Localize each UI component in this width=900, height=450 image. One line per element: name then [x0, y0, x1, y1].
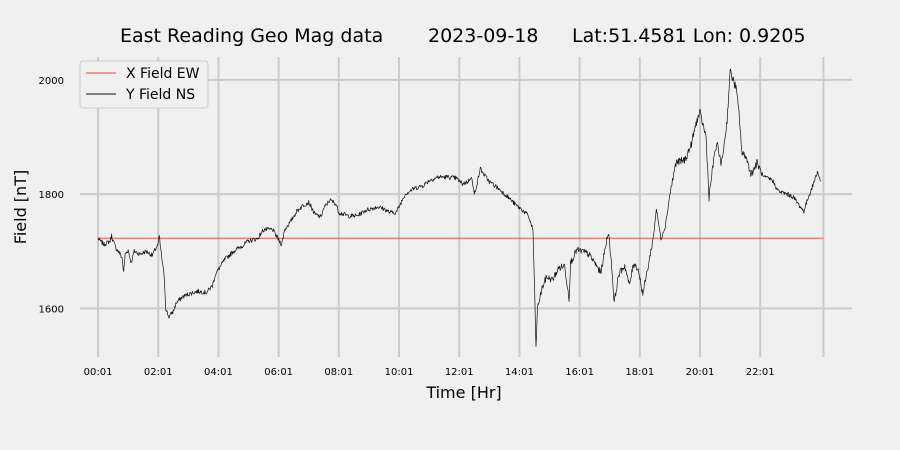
y-tick-label: 1800 — [39, 190, 64, 201]
legend-label-y-field-ns: Y Field NS — [125, 87, 195, 103]
x-tick-label: 02:01 — [144, 367, 173, 378]
y-tick-label: 1600 — [39, 304, 64, 315]
x-tick-label: 12:01 — [445, 367, 474, 378]
plot-area — [97, 68, 824, 347]
x-tick-label: 22:01 — [746, 367, 775, 378]
x-axis-label: Time [Hr] — [425, 383, 501, 402]
legend-label-x-field-ew: X Field EW — [126, 66, 200, 82]
x-tick-label: 06:01 — [264, 367, 293, 378]
legend: X Field EW Y Field NS — [79, 60, 209, 109]
y-tick-label: 2000 — [39, 76, 64, 87]
x-tick-label: 10:01 — [385, 367, 414, 378]
x-tick-label: 16:01 — [565, 367, 594, 378]
ticks: 00:01 02:01 04:01 06:01 08:01 10:01 12:01 14:01… — [39, 76, 775, 378]
y-axis-label: Field [nT] — [11, 170, 30, 244]
x-tick-label: 00:01 — [84, 367, 113, 378]
x-tick-label: 18:01 — [625, 367, 654, 378]
series-line-y-field-ns — [97, 68, 821, 347]
chart-title-date: 2023-09-18 — [428, 25, 538, 47]
grid — [80, 57, 852, 357]
x-tick-label: 04:01 — [204, 367, 233, 378]
chart-title-name: East Reading Geo Mag data — [120, 25, 383, 47]
chart-title-location: Lat:51.4581 Lon: 0.9205 — [572, 25, 806, 47]
x-tick-label: 14:01 — [505, 367, 534, 378]
x-tick-label: 20:01 — [686, 367, 715, 378]
x-tick-label: 08:01 — [324, 367, 353, 378]
